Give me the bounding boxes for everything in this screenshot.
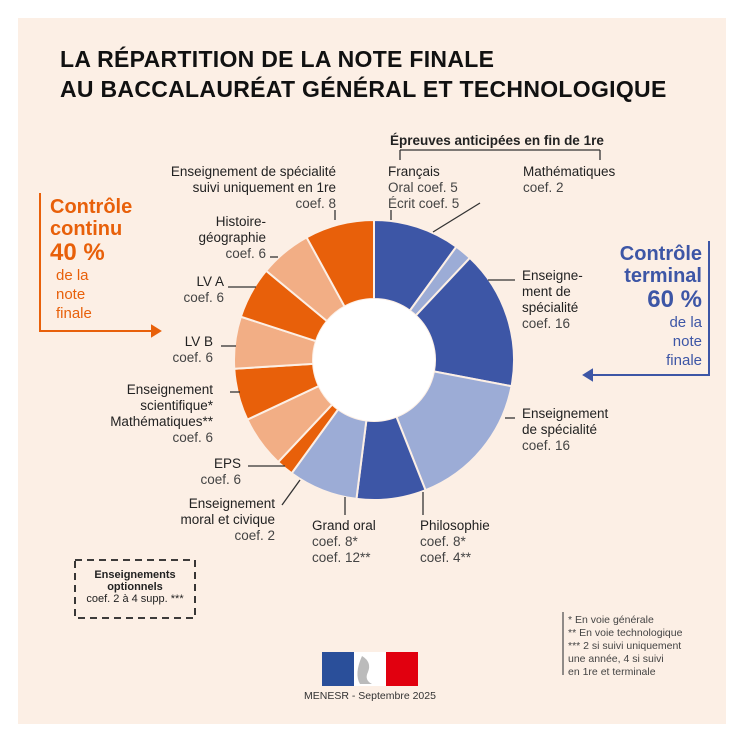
label-eps: EPS coef. 6 [200,456,241,487]
leader-lines [221,149,601,515]
label-spe1: Enseigne-ment de spécialité coef. 16 [522,268,583,331]
controle-continu-label: Contrôle continu 40 % de la note finale [50,196,133,322]
page-title: LA RÉPARTITION DE LA NOTE FINALE AU BACCA… [60,46,667,102]
arrow-continu [39,193,162,338]
label-emc: Enseignement moral et civique coef. 2 [180,496,275,543]
label-scientifique: Enseignement scientifique* Mathématiques**… [110,382,213,445]
donut-hole [313,299,435,421]
republique-logo [322,652,418,686]
label-philo: Philosophie coef. 8* coef. 4** [420,518,490,565]
controle-terminal-label: Contrôle terminal 60 % de la note finale [619,243,702,369]
label-spe-1re: Enseignement de spécialité suivi uniqueme… [170,164,336,211]
optionnels-text: Enseignements optionnels coef. 2 à 4 supp.… [86,569,184,605]
anticipees-heading: Épreuves anticipées en fin de 1re [390,133,604,148]
label-grand-oral: Grand oral coef. 8* coef. 12** [312,518,376,565]
arrow-terminal [582,241,710,382]
footnotes: * En voie générale ** En voie technologiq… [568,614,683,678]
footer-credit: MENESR - Septembre 2025 [304,690,436,702]
optionnels-box [74,559,196,619]
label-francais: Français Oral coef. 5 Écrit coef. 5 [388,164,460,211]
label-maths: Mathématiques coef. 2 [523,164,616,195]
donut-slices [233,218,515,501]
label-hg: Histoire-géographie coef. 6 [198,214,266,261]
label-spe2: Enseignement de spécialité coef. 16 [522,406,609,453]
